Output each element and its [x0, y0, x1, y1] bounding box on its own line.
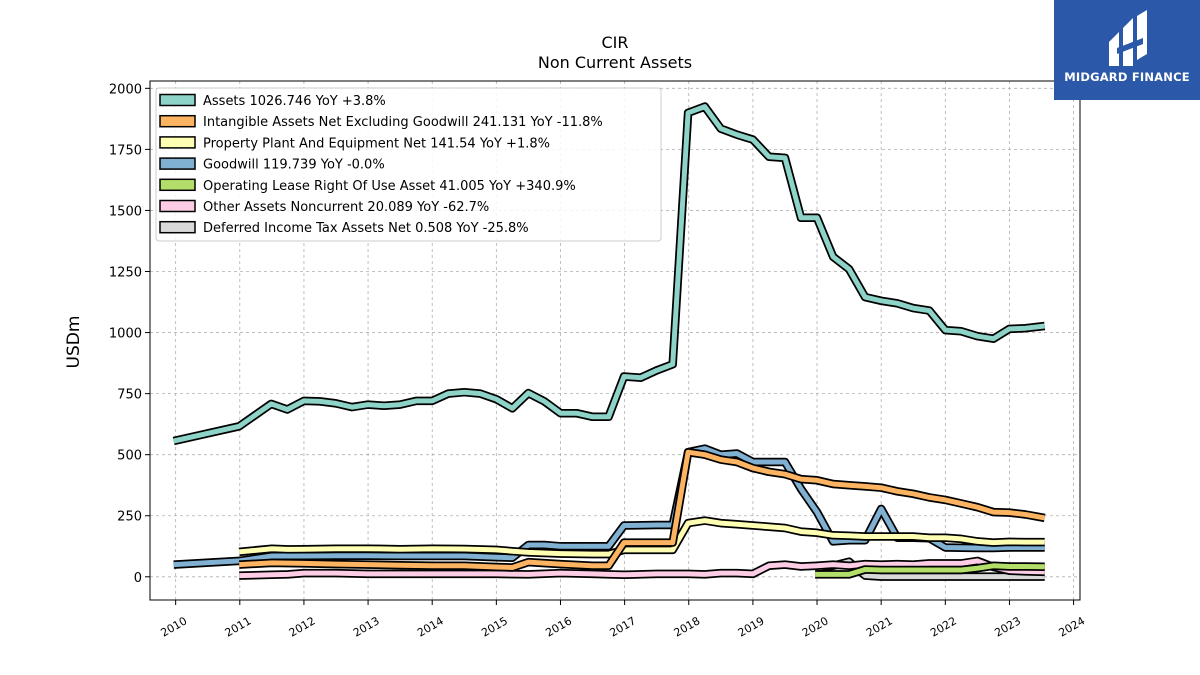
legend-entry: Operating Lease Right Of Use Asset 41.00…	[203, 179, 576, 194]
y-tick-label: 1750	[109, 143, 142, 158]
x-tick-label: 2023	[992, 614, 1023, 639]
x-axis: 2010 2011 2012 2013 2014 2015 2016 2017 2018 2019…	[159, 600, 1087, 640]
series-line-stroke	[239, 558, 1045, 579]
legend-swatch	[159, 157, 196, 170]
legend-swatch	[159, 220, 196, 234]
series-line	[239, 556, 1045, 580]
x-tick-label: 2013	[351, 614, 382, 639]
y-tick-label: 1000	[109, 327, 142, 342]
legend-entry: Other Assets Noncurrent 20.089 YoY -62.7…	[203, 200, 489, 215]
x-tick-label: 2014	[415, 614, 446, 639]
chart-subtitle: Non Current Assets	[538, 53, 692, 72]
legend-swatch	[159, 114, 196, 128]
series-line	[172, 102, 1046, 446]
series-line	[815, 561, 1045, 579]
legend-swatch	[159, 178, 196, 192]
series-line	[238, 516, 1045, 559]
x-tick-label: 2015	[479, 614, 510, 639]
series-line-stroke	[173, 104, 1045, 444]
x-tick-label: 2011	[223, 614, 254, 639]
y-tick-label: 250	[117, 510, 142, 525]
series-line	[238, 447, 1046, 572]
x-tick-label: 2021	[864, 614, 895, 639]
series-line-stroke	[238, 518, 1045, 557]
chart-title: CIR	[601, 33, 628, 52]
legend-swatch	[159, 136, 196, 149]
legend: Assets 1026.746 YoY +3.8% Intangible Asse…	[155, 87, 662, 242]
x-tick-label: 2022	[928, 614, 959, 639]
x-tick-label: 2019	[736, 614, 767, 639]
plot-frame	[149, 80, 1081, 601]
legend-box	[155, 87, 662, 242]
legend-swatch	[159, 93, 196, 107]
x-tick-label: 2017	[607, 614, 638, 639]
x-tick-label: 2018	[672, 614, 703, 639]
y-tick-label: 750	[117, 388, 142, 403]
logo-brand-text: MIDGARD FINANCE	[1064, 70, 1190, 84]
legend-entry: Property Plant And Equipment Net 141.54 …	[203, 136, 550, 151]
x-tick-label: 2020	[800, 614, 831, 639]
y-axis: 0 250 500 750 1000 1250 1500 1750 2000	[109, 82, 150, 586]
legend-entry: Deferred Income Tax Assets Net 0.508 YoY…	[203, 221, 529, 236]
x-tick-label: 2024	[1056, 614, 1087, 639]
legend-entry: Intangible Assets Net Excluding Goodwill…	[203, 115, 603, 130]
series-layer	[172, 102, 1046, 581]
legend-entry: Assets 1026.746 YoY +3.8%	[203, 94, 386, 109]
series-line-stroke	[239, 449, 1046, 570]
y-tick-label: 1250	[109, 266, 142, 281]
y-tick-label: 1500	[109, 204, 142, 219]
legend-entry: Goodwill 119.739 YoY -0.0%	[203, 158, 385, 173]
y-tick-label: 2000	[109, 82, 142, 97]
logo: MIDGARD FINANCE	[1054, 0, 1200, 100]
x-tick-label: 2012	[287, 614, 318, 639]
x-tick-label: 2016	[543, 614, 574, 639]
series-line-stroke	[815, 563, 1045, 577]
y-tick-label: 0	[134, 571, 142, 586]
y-tick-label: 500	[117, 449, 142, 464]
midgard-logo-icon	[1109, 10, 1147, 66]
x-tick-label: 2010	[159, 614, 190, 639]
legend-swatch	[159, 199, 196, 213]
y-axis-label: USDm	[64, 316, 84, 369]
